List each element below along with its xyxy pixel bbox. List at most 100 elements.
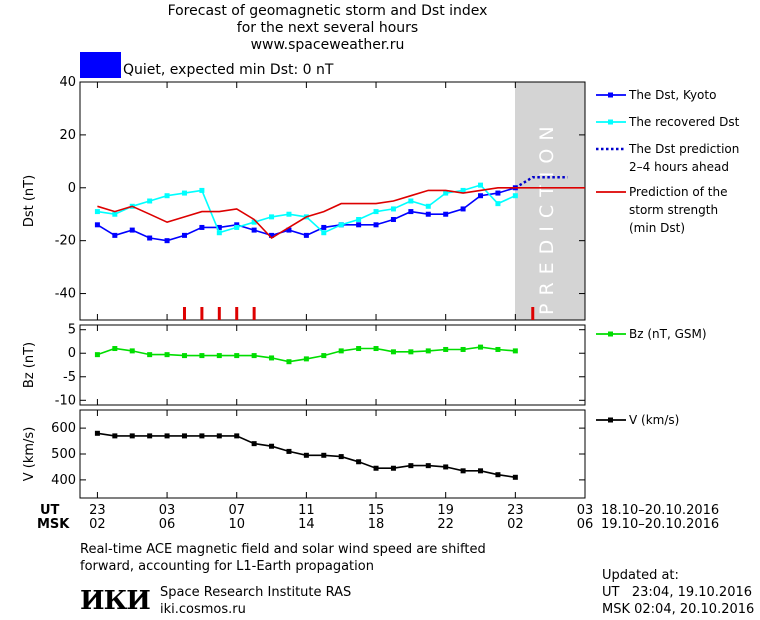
- data-point: [356, 459, 362, 465]
- legend-marker: [608, 92, 613, 98]
- data-point: [460, 468, 466, 474]
- data-point: [512, 348, 518, 354]
- data-point: [234, 224, 240, 230]
- bz-y-axis-label: Bz (nT): [22, 342, 37, 388]
- series-line: [97, 187, 585, 240]
- msk-tick-label: 06: [159, 517, 176, 532]
- ut-tick-label: 19: [437, 503, 454, 518]
- data-point: [269, 443, 275, 449]
- msk-tick-label: 18: [368, 517, 385, 532]
- data-point: [286, 448, 292, 454]
- data-point: [321, 452, 327, 458]
- institute-site-link[interactable]: iki.cosmos.ru: [160, 602, 246, 617]
- legend-label: The Dst, Kyoto: [628, 88, 716, 102]
- data-point: [356, 346, 362, 352]
- msk-tick-label: 06: [577, 517, 594, 532]
- data-point: [390, 349, 396, 355]
- footnote-line-1: Real-time ACE magnetic field and solar w…: [80, 542, 486, 557]
- ut-tick-label: 23: [89, 503, 106, 518]
- data-point: [181, 433, 187, 439]
- chart-title-line-1: Forecast of geomagnetic storm and Dst in…: [167, 3, 488, 19]
- series-line: [96, 187, 516, 242]
- data-point: [234, 433, 240, 439]
- legend-label: 2–4 hours ahead: [629, 160, 729, 174]
- data-point: [373, 346, 379, 352]
- legend-label: (min Dst): [629, 221, 685, 235]
- data-point: [147, 352, 153, 358]
- y-tick-label: 0: [68, 346, 76, 361]
- data-point: [129, 227, 135, 233]
- y-tick-label: -5: [63, 370, 76, 385]
- data-point: [390, 217, 396, 223]
- data-point: [251, 353, 257, 359]
- bz-panel-frame: [79, 324, 586, 406]
- data-point: [303, 356, 309, 362]
- data-point: [443, 211, 449, 217]
- y-tick-label: 400: [51, 473, 76, 488]
- institute-name: Space Research Institute RAS: [160, 585, 352, 600]
- data-point: [460, 187, 466, 193]
- chart-title-url: www.spaceweather.ru: [250, 37, 405, 53]
- legend-label: The Dst prediction: [628, 142, 739, 156]
- data-point: [286, 359, 292, 365]
- prediction-band: [515, 82, 585, 320]
- data-point: [321, 224, 327, 230]
- data-point: [129, 348, 135, 354]
- data-point: [147, 198, 153, 204]
- msk-tick-label: 02: [507, 517, 524, 532]
- dst-y-axis-label: Dst (nT): [22, 175, 37, 227]
- data-point: [478, 193, 484, 199]
- data-point: [112, 346, 118, 352]
- y-tick-label: 40: [59, 75, 76, 90]
- y-tick-label: 20: [59, 128, 76, 143]
- data-point: [443, 190, 449, 196]
- msk-tick-label: 10: [228, 517, 245, 532]
- data-point: [478, 344, 484, 350]
- prediction-label: PREDICTION: [536, 118, 558, 315]
- data-point: [164, 193, 170, 199]
- chart-title-line-2: for the next several hours: [236, 20, 419, 36]
- data-point: [303, 452, 309, 458]
- y-tick-label: -10: [55, 393, 76, 408]
- ut-tick-label: 03: [577, 503, 594, 518]
- data-point: [199, 433, 205, 439]
- y-tick-label: 600: [51, 421, 76, 436]
- data-point: [181, 232, 187, 238]
- msk-tick-label: 02: [89, 517, 106, 532]
- iki-logo: ИКИ: [80, 586, 151, 616]
- legend-marker: [608, 119, 613, 125]
- data-point: [216, 224, 222, 230]
- data-point: [234, 353, 240, 359]
- dst-panel-frame: [79, 81, 586, 321]
- data-point: [356, 222, 362, 228]
- data-point: [216, 433, 222, 439]
- data-point: [112, 232, 118, 238]
- data-point: [478, 182, 484, 188]
- y-tick-label: -20: [55, 234, 76, 249]
- data-point: [390, 465, 396, 471]
- legend-marker: [608, 331, 613, 337]
- data-point: [251, 227, 257, 233]
- v-panel-frame: [79, 409, 586, 499]
- data-point: [408, 209, 414, 215]
- data-point: [181, 190, 187, 196]
- ut-tick-label: 23: [507, 503, 524, 518]
- series-line: [514, 175, 568, 189]
- data-point: [181, 353, 187, 359]
- data-point: [269, 232, 275, 238]
- data-point: [94, 430, 100, 436]
- data-point: [147, 235, 153, 241]
- data-point: [129, 433, 135, 439]
- data-point: [443, 464, 449, 470]
- data-point: [147, 433, 153, 439]
- status-color-box: [80, 52, 121, 78]
- data-point: [164, 238, 170, 244]
- data-point: [408, 349, 414, 355]
- ut-axis-label: UT: [40, 503, 60, 518]
- data-point: [338, 348, 344, 354]
- data-point: [512, 474, 518, 480]
- data-point: [425, 463, 431, 469]
- y-tick-label: 0: [68, 181, 76, 196]
- legend-label: storm strength: [629, 203, 718, 217]
- msk-axis-label: MSK: [37, 517, 70, 532]
